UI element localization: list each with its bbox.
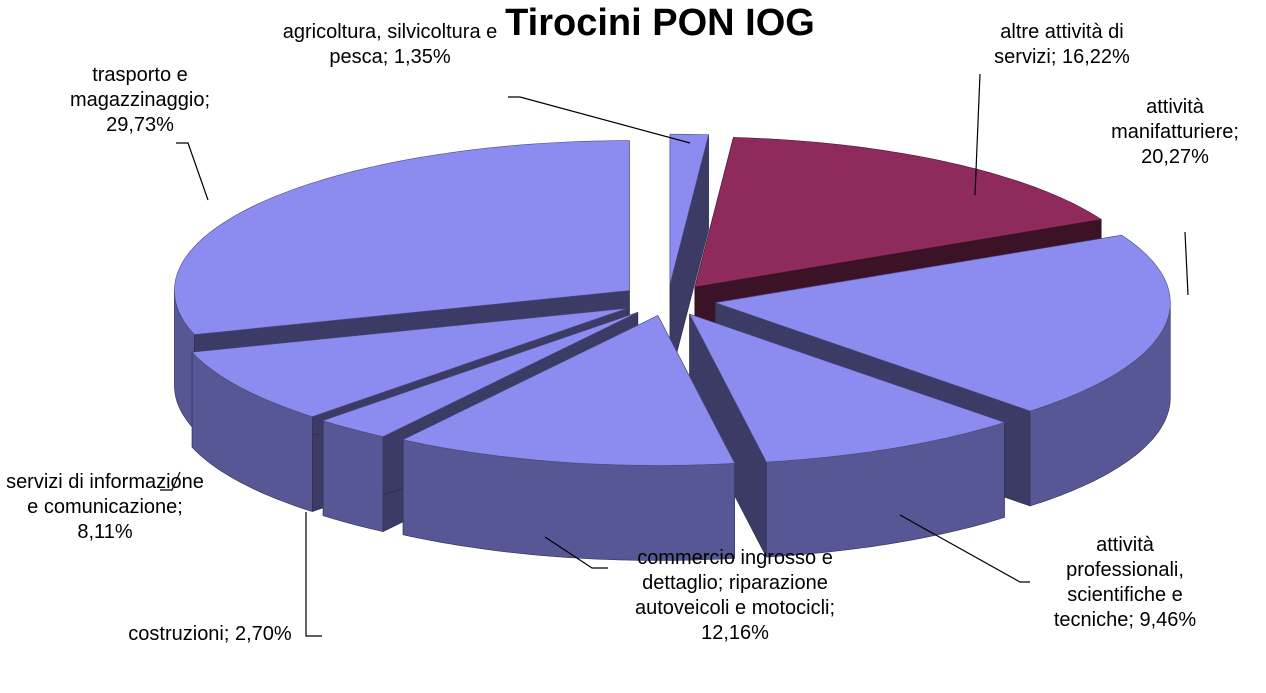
value-label: 29,73% (106, 114, 174, 136)
data-label: servizi di informazione e comunicazione;… (5, 470, 205, 545)
data-label: agricoltura, silvicoltura e pesca; 1,35% (270, 20, 510, 70)
slice (402, 315, 736, 561)
value-label: 8,11% (77, 521, 133, 543)
leader-line (1184, 231, 1189, 296)
slice-top (191, 308, 628, 417)
category-name: trasporto e magazzinaggio; (69, 64, 211, 111)
slice-top (174, 140, 630, 335)
value-label: 2,70% (235, 623, 292, 645)
category-name: attività manifatturiere; (1111, 96, 1239, 143)
chart-title: Tirocini PON IOG (505, 2, 815, 44)
category-name: agricoltura, silvicoltura e pesca; (282, 21, 498, 68)
slice-top (322, 312, 638, 437)
leader-line (508, 96, 691, 144)
slice-top (669, 133, 709, 285)
slice-top (694, 137, 1103, 288)
slice-top (715, 234, 1171, 412)
data-label: commercio ingrosso e dettaglio; riparazi… (610, 546, 860, 646)
category-name: costruzioni; (128, 623, 230, 645)
value-label: 12,16% (701, 622, 769, 644)
category-name: commercio ingrosso e dettaglio; riparazi… (634, 547, 836, 619)
leader-line (305, 512, 322, 637)
data-label: attività manifatturiere; 20,27% (1090, 95, 1260, 170)
category-name: altre attività di servizi; (994, 21, 1124, 68)
value-label: 20,27% (1141, 146, 1209, 168)
leader-line (974, 73, 981, 196)
category-name: servizi di informazione e comunicazione; (6, 471, 204, 518)
data-label: altre attività di servizi; 16,22% (967, 20, 1157, 70)
data-label: attività professionali, scientifiche e t… (1035, 533, 1215, 633)
slice (688, 313, 1006, 558)
slice (669, 133, 709, 380)
value-label: 16,22% (1061, 46, 1130, 68)
data-label: trasporto e magazzinaggio; 29,73% (40, 63, 240, 138)
leader-line (544, 536, 608, 569)
leader-line (899, 514, 1030, 583)
value-label: 9,46% (1139, 609, 1197, 631)
data-label: costruzioni; 2,70% (70, 622, 350, 647)
category-name: attività professionali, scientifiche e t… (1053, 534, 1184, 631)
slice-top (688, 313, 1006, 463)
leader-line (160, 471, 181, 491)
leader-line (176, 142, 209, 201)
slice-outer-wall (322, 420, 384, 532)
value-label: 1,35% (393, 46, 451, 68)
slice-top (402, 315, 736, 466)
